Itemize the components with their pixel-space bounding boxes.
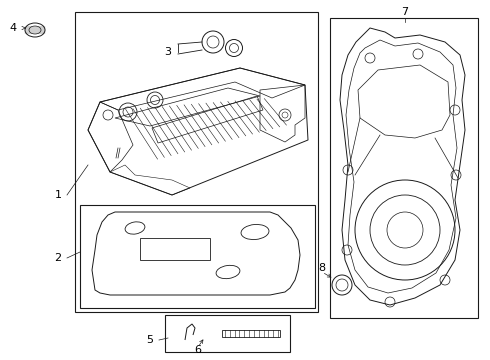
Bar [165,315,290,352]
Text: 3: 3 [165,47,172,57]
Bar [330,18,478,318]
Bar [75,12,318,312]
Text: 2: 2 [54,253,62,263]
Text: 8: 8 [318,263,325,273]
Text: 7: 7 [401,7,409,17]
Polygon shape [88,68,308,195]
Text: 6: 6 [195,345,201,355]
Text: 5: 5 [147,335,153,345]
Text: 1: 1 [54,190,62,200]
Bar [80,205,315,308]
Bar [140,238,210,260]
Text: 4: 4 [9,23,17,33]
